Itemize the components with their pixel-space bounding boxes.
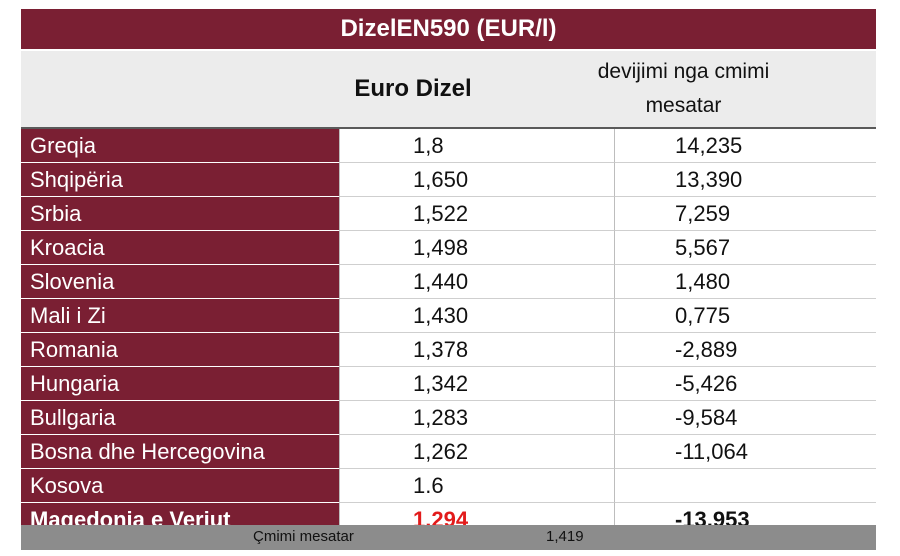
country-cell: Srbia [21, 197, 339, 231]
header-deviation: devijimi nga cmimi mesatar [491, 55, 876, 127]
table-row: Kroacia 1,498 5,567 [21, 231, 876, 265]
deviation-cell: 5,567 [614, 231, 876, 265]
header-euro-dizel: Euro Dizel [354, 75, 472, 102]
country-cell: Romania [21, 333, 339, 367]
euro-dizel-cell: 1,262 [339, 435, 614, 469]
euro-dizel-cell: 1,522 [339, 197, 614, 231]
deviation-cell: -2,889 [614, 333, 876, 367]
country-cell: Hungaria [21, 367, 339, 401]
country-cell: Bosna dhe Hercegovina [21, 435, 339, 469]
country-cell: Mali i Zi [21, 299, 339, 333]
table-body: Greqia 1,8 14,235 Shqipëria 1,650 13,390 Srbia… [21, 129, 876, 537]
euro-dizel-cell: 1,8 [339, 129, 614, 163]
header-deviation-line2: mesatar [645, 94, 722, 117]
euro-dizel-cell: 1.6 [339, 469, 614, 503]
table-row: Kosova 1.6 [21, 469, 876, 503]
deviation-cell: 14,235 [614, 129, 876, 163]
country-cell: Slovenia [21, 265, 339, 299]
table-row: Bosna dhe Hercegovina 1,262 -11,064 [21, 435, 876, 469]
euro-dizel-cell: 1,440 [339, 265, 614, 299]
euro-dizel-cell: 1,378 [339, 333, 614, 367]
deviation-cell: 13,390 [614, 163, 876, 197]
header-row: Euro Dizel devijimi nga cmimi mesatar [21, 51, 876, 129]
table-row: Bullgaria 1,283 -9,584 [21, 401, 876, 435]
footer-row: Çmimi mesatar 1,419 [21, 525, 876, 550]
fuel-price-table: DizelEN590 (EUR/l) Euro Dizel devijimi n… [21, 9, 876, 550]
country-cell: Greqia [21, 129, 339, 163]
country-cell: Bullgaria [21, 401, 339, 435]
table-title: DizelEN590 (EUR/l) [21, 9, 876, 51]
header-deviation-line1: devijimi nga cmimi [597, 60, 770, 83]
euro-dizel-cell: 1,283 [339, 401, 614, 435]
table-row: Mali i Zi 1,430 0,775 [21, 299, 876, 333]
table-row: Greqia 1,8 14,235 [21, 129, 876, 163]
table-row: Shqipëria 1,650 13,390 [21, 163, 876, 197]
country-cell: Kroacia [21, 231, 339, 265]
deviation-cell: 0,775 [614, 299, 876, 333]
table-row: Romania 1,378 -2,889 [21, 333, 876, 367]
deviation-cell: -9,584 [614, 401, 876, 435]
footer-average-label: Çmimi mesatar [253, 528, 354, 545]
deviation-cell: 7,259 [614, 197, 876, 231]
table-row: Slovenia 1,440 1,480 [21, 265, 876, 299]
country-cell: Kosova [21, 469, 339, 503]
euro-dizel-cell: 1,498 [339, 231, 614, 265]
euro-dizel-cell: 1,650 [339, 163, 614, 197]
deviation-cell [614, 469, 876, 503]
deviation-cell: 1,480 [614, 265, 876, 299]
table-row: Srbia 1,522 7,259 [21, 197, 876, 231]
deviation-cell: -5,426 [614, 367, 876, 401]
deviation-cell: -11,064 [614, 435, 876, 469]
euro-dizel-cell: 1,430 [339, 299, 614, 333]
footer-average-value: 1,419 [546, 528, 584, 545]
country-cell: Shqipëria [21, 163, 339, 197]
table-row: Hungaria 1,342 -5,426 [21, 367, 876, 401]
euro-dizel-cell: 1,342 [339, 367, 614, 401]
